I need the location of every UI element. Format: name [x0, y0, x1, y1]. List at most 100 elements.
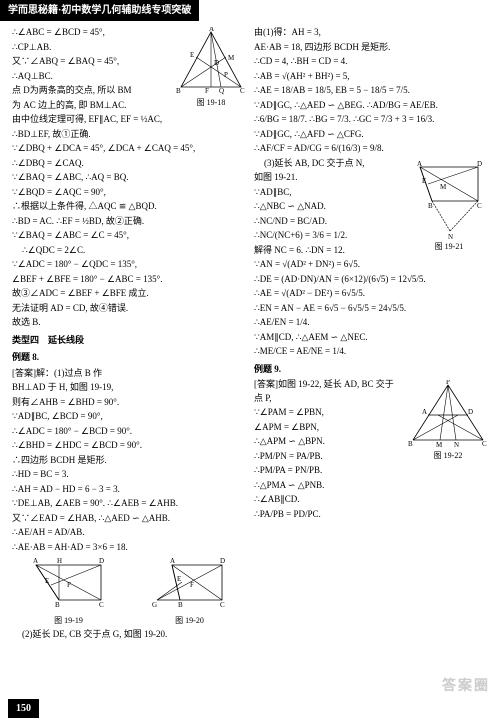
svg-text:M: M — [228, 54, 235, 62]
svg-text:D: D — [477, 160, 482, 168]
text-line: ∴PA/PB = PD/PC. — [254, 508, 488, 522]
text-line: 则有∠AHB = ∠BHD = 90°. — [12, 396, 246, 410]
text-line: ∵AM∥CD, ∴△AEM ∽ △NEC. — [254, 331, 488, 345]
fig18-label: 图 19-18 — [176, 97, 246, 109]
text-line: ∴EN = AN − AE = 6√5 − 6√5/5 = 24√5/5. — [254, 302, 488, 316]
text-line: ∵DE⊥AB, ∠AEB = 90°. ∴∠AEB = ∠AHB. — [12, 497, 246, 511]
text-line: ∴AB = √(AH² + BH²) = 5, — [254, 70, 488, 84]
right-column: 由(1)得：AH = 3, AE·AB = 18, 四边形 BCDH 是矩形. … — [250, 25, 492, 642]
text-line: ∴AF/CF = AD/CG = 6/(16/3) = 9/8. — [254, 142, 488, 156]
text-line: ∵∠ADC = 180° − ∠QDC = 135°, — [12, 258, 246, 272]
text-line: ∴∠AB∥CD. — [254, 493, 488, 507]
text-line: ∴AE = 18/AB = 18/5, EB = 5 − 18/5 = 7/5. — [254, 84, 488, 98]
left-column: A E D M P B F Q C 图 19-18 ∴∠ABC = ∠BCD =… — [8, 25, 250, 642]
svg-text:E: E — [45, 577, 49, 585]
svg-text:N: N — [454, 441, 459, 449]
text-line: BH⊥AD 于 H, 如图 19-19, — [12, 381, 246, 395]
text-line: 无法证明 AD = CD, 故④错误. — [12, 302, 246, 316]
svg-text:F: F — [205, 87, 209, 95]
watermark: 答案圈 — [442, 676, 490, 697]
svg-text:A: A — [422, 408, 427, 416]
text-line: 故③∠ADC = ∠BEF + ∠BFE 成立. — [12, 287, 246, 301]
text-line: (2)延长 DE, CB 交于点 G, 如图 19-20. — [12, 628, 246, 642]
svg-text:C: C — [477, 202, 482, 210]
text-line: ∴△PMA ∽ △PNB. — [254, 479, 488, 493]
text-line: 又∵∠EAD = ∠HAB, ∴△AED ∽ △AHB. — [12, 512, 246, 526]
page-header: 学而思秘籍·初中数学几何辅助线专项突破 — [0, 0, 199, 21]
text-line: ∴PM/PA = PN/PB. — [254, 464, 488, 478]
svg-text:C: C — [482, 440, 487, 448]
svg-text:C: C — [240, 87, 245, 95]
text-line: ∴AE/AH = AD/AB. — [12, 526, 246, 540]
text-line: ∵AD∥GC, ∴△AED ∽ △BEG. ∴AD/BG = AE/EB. — [254, 99, 488, 113]
text-line: [答案]解：(1)过点 B 作 — [12, 367, 246, 381]
fig19-label: 图 19-19 — [31, 615, 106, 627]
text-line: 由(1)得：AH = 3, — [254, 26, 488, 40]
fig22-label: 图 19-22 — [408, 450, 488, 462]
text-line: ∴∠BHD = ∠HDC = ∠BCD = 90°. — [12, 439, 246, 453]
figure-row: A H D E F B C 图 19-19 A — [12, 555, 246, 627]
section-heading: 类型四 延长线段 — [12, 334, 246, 348]
svg-text:M: M — [436, 441, 443, 449]
example-heading: 例题 9. — [254, 363, 488, 377]
svg-text:N: N — [448, 233, 453, 241]
svg-text:G: G — [152, 601, 157, 609]
text-line: ∴BD⊥EF, 故①正确. — [12, 128, 246, 142]
svg-text:E: E — [177, 575, 181, 583]
svg-text:Q: Q — [219, 87, 224, 95]
text-line: ∴BD = AC. ∴EF = ½BD, 故②正确. — [12, 215, 246, 229]
text-line: ∴DE = (AD·DN)/AN = (6×12)/(6√5) = 12√5/5… — [254, 273, 488, 287]
text-line: ∴∠ADC = 180° − ∠BCD = 90°. — [12, 425, 246, 439]
fig21-label: 图 19-21 — [410, 241, 488, 253]
svg-text:P: P — [446, 380, 450, 386]
svg-text:A: A — [170, 557, 175, 565]
text-line: AE·AB = 18, 四边形 BCDH 是矩形. — [254, 41, 488, 55]
svg-text:D: D — [99, 557, 104, 565]
svg-text:F: F — [190, 581, 194, 589]
svg-text:C: C — [99, 601, 104, 609]
figure-19-20: A D E F G B C 图 19-20 — [152, 555, 227, 627]
text-line: ∴AE·AB = AH·AD = 3×6 = 18. — [12, 541, 246, 555]
svg-text:C: C — [220, 601, 225, 609]
figure-19-22: P A D M N B C 图 19-22 — [408, 380, 488, 462]
svg-text:M: M — [440, 183, 447, 191]
text-line: ∵AD∥BC, ∠BCD = 90°, — [12, 410, 246, 424]
svg-text:B: B — [178, 601, 183, 609]
figure-19-18: A E D M P B F Q C 图 19-18 — [176, 27, 246, 109]
svg-text:F: F — [67, 581, 71, 589]
svg-text:D: D — [468, 408, 473, 416]
svg-text:D: D — [220, 557, 225, 565]
svg-text:D: D — [214, 59, 219, 67]
text-line: ∵AD∥GC, ∴△AFD ∽ △CFG. — [254, 128, 488, 142]
text-line: ∴AE = √(AD² − DE²) = 6√5/5. — [254, 287, 488, 301]
text-line: 由中位线定理可得, EF∥AC, EF = ½AC, — [12, 113, 246, 127]
svg-text:B: B — [408, 440, 413, 448]
text-line: ∴根据以上条件得, △AQC ≌ △BQD. — [12, 200, 246, 214]
text-line: ∴四边形 BCDH 是矩形. — [12, 454, 246, 468]
text-line: ∴HD = BC = 3. — [12, 468, 246, 482]
example-heading: 例题 8. — [12, 351, 246, 365]
text-line: ∵∠BAQ = ∠ABC = ∠C = 45°, — [12, 229, 246, 243]
svg-text:B: B — [428, 202, 433, 210]
text-line: ∵AN = √(AD² + DN²) = 6√5. — [254, 258, 488, 272]
text-line: ∴∠QDC = 2∠C. — [12, 244, 246, 258]
svg-text:A: A — [209, 27, 214, 33]
svg-text:E: E — [422, 177, 426, 185]
svg-text:P: P — [224, 71, 228, 79]
svg-text:A: A — [417, 160, 422, 168]
figure-19-19: A H D E F B C 图 19-19 — [31, 555, 106, 627]
text-line: ∵∠BQD = ∠AQC = 90°, — [12, 186, 246, 200]
text-line: ∴CD = 4, ∴BH = CD = 4. — [254, 55, 488, 69]
text-line: ∵∠DBQ + ∠DCA = 45°, ∠DCA + ∠CAQ = 45°, — [12, 142, 246, 156]
content-area: A E D M P B F Q C 图 19-18 ∴∠ABC = ∠BCD =… — [0, 21, 500, 646]
page-number: 150 — [8, 699, 39, 718]
svg-text:B: B — [176, 87, 181, 95]
text-line: ∴AH = AD − HD = 6 − 3 = 3. — [12, 483, 246, 497]
text-line: 故选 B. — [12, 316, 246, 330]
svg-text:B: B — [55, 601, 60, 609]
text-line: ∠BEF + ∠BFE = 180° − ∠ABC = 135°. — [12, 273, 246, 287]
svg-text:E: E — [190, 51, 194, 59]
figure-19-21: A D E M B C N 图 19-21 — [410, 159, 488, 253]
text-line: ∴6/BG = 18/7. ∴BG = 7/3. ∴GC = 7/3 + 3 =… — [254, 113, 488, 127]
text-line: ∴ME/CE = AE/NE = 1/4. — [254, 345, 488, 359]
